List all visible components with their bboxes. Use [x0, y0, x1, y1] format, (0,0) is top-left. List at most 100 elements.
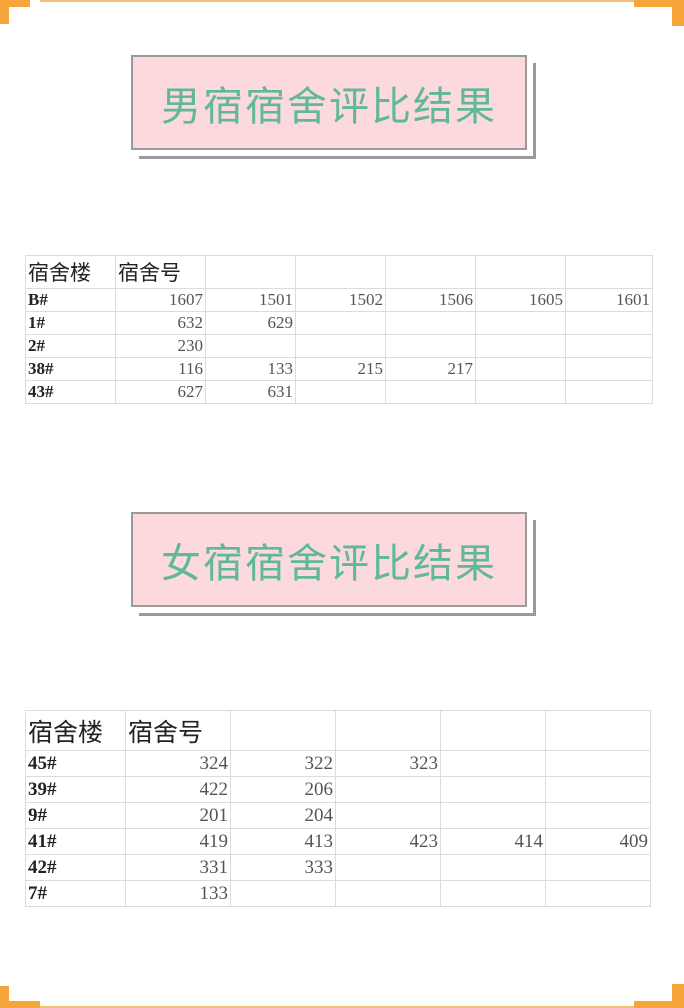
room-cell: 201	[125, 802, 231, 829]
building-cell: 38#	[25, 357, 116, 381]
room-cell: 1506	[385, 288, 476, 312]
header-row: 宿舍楼 宿舍号	[25, 710, 651, 751]
corner-decoration	[634, 1001, 684, 1008]
building-cell: 42#	[25, 854, 126, 881]
empty-cell	[385, 380, 476, 404]
empty-cell	[565, 311, 653, 335]
table-row: 42# 331 333	[25, 854, 651, 881]
room-cell: 133	[205, 357, 296, 381]
room-cell: 423	[335, 828, 441, 855]
title-shadow	[139, 520, 536, 616]
building-cell: 45#	[25, 750, 126, 777]
header-room: 宿舍号	[125, 710, 231, 751]
room-cell: 419	[125, 828, 231, 855]
empty-cell	[295, 311, 386, 335]
empty-cell	[230, 710, 336, 751]
male-title: 男宿宿舍评比结果	[131, 55, 527, 150]
empty-cell	[440, 880, 546, 907]
corner-decoration	[672, 984, 684, 1008]
empty-cell	[545, 880, 651, 907]
empty-cell	[565, 380, 653, 404]
room-cell: 627	[115, 380, 206, 404]
room-cell: 324	[125, 750, 231, 777]
empty-cell	[440, 854, 546, 881]
room-cell: 631	[205, 380, 296, 404]
empty-cell	[335, 854, 441, 881]
corner-decoration	[0, 1001, 40, 1008]
empty-cell	[205, 334, 296, 358]
empty-cell	[545, 750, 651, 777]
room-cell: 1607	[115, 288, 206, 312]
empty-cell	[475, 311, 566, 335]
table-row: 43# 627 631	[25, 380, 653, 404]
empty-cell	[385, 311, 476, 335]
building-cell: 7#	[25, 880, 126, 907]
empty-cell	[545, 854, 651, 881]
room-cell: 333	[230, 854, 336, 881]
corner-decoration	[672, 0, 684, 26]
empty-cell	[440, 776, 546, 803]
table-row: B# 1607 1501 1502 1506 1605 1601	[25, 288, 653, 312]
empty-cell	[475, 380, 566, 404]
empty-cell	[335, 776, 441, 803]
table-row: 38# 116 133 215 217	[25, 357, 653, 381]
table-row: 9# 201 204	[25, 802, 651, 829]
building-cell: 1#	[25, 311, 116, 335]
empty-cell	[565, 357, 653, 381]
building-cell: 2#	[25, 334, 116, 358]
header-row: 宿舍楼 宿舍号	[25, 255, 653, 289]
room-cell: 1601	[565, 288, 653, 312]
room-cell: 204	[230, 802, 336, 829]
empty-cell	[385, 334, 476, 358]
empty-cell	[335, 880, 441, 907]
empty-cell	[565, 255, 653, 289]
corner-decoration	[0, 0, 30, 7]
room-cell: 116	[115, 357, 206, 381]
header-room: 宿舍号	[115, 255, 206, 289]
empty-cell	[475, 357, 566, 381]
empty-cell	[475, 334, 566, 358]
room-cell: 629	[205, 311, 296, 335]
empty-cell	[295, 334, 386, 358]
empty-cell	[565, 334, 653, 358]
female-results-table: 宿舍楼 宿舍号 45# 324 322 323 39# 422 206 9# 201 204 41# 41…	[25, 710, 651, 907]
empty-cell	[205, 255, 296, 289]
room-cell: 632	[115, 311, 206, 335]
corner-decoration	[634, 0, 684, 7]
male-results-table: 宿舍楼 宿舍号 B# 1607 1501 1502 1506 1605 1601 1# 632 629…	[25, 255, 653, 404]
room-cell: 414	[440, 828, 546, 855]
building-cell: 43#	[25, 380, 116, 404]
room-cell: 322	[230, 750, 336, 777]
room-cell: 323	[335, 750, 441, 777]
empty-cell	[385, 255, 476, 289]
room-cell: 133	[125, 880, 231, 907]
header-building: 宿舍楼	[25, 710, 126, 751]
building-cell: 41#	[25, 828, 126, 855]
room-cell: 206	[230, 776, 336, 803]
empty-cell	[545, 776, 651, 803]
table-row: 2# 230	[25, 334, 653, 358]
table-row: 7# 133	[25, 880, 651, 907]
empty-cell	[440, 802, 546, 829]
room-cell: 215	[295, 357, 386, 381]
room-cell: 1502	[295, 288, 386, 312]
empty-cell	[545, 802, 651, 829]
header-building: 宿舍楼	[25, 255, 116, 289]
female-title: 女宿宿舍评比结果	[131, 512, 527, 607]
building-cell: 9#	[25, 802, 126, 829]
empty-cell	[440, 710, 546, 751]
table-row: 1# 632 629	[25, 311, 653, 335]
empty-cell	[545, 710, 651, 751]
room-cell: 422	[125, 776, 231, 803]
title-shadow	[139, 63, 536, 159]
table-row: 41# 419 413 423 414 409	[25, 828, 651, 855]
empty-cell	[335, 802, 441, 829]
corner-decoration	[0, 986, 9, 1008]
room-cell: 1605	[475, 288, 566, 312]
table-row: 45# 324 322 323	[25, 750, 651, 777]
room-cell: 413	[230, 828, 336, 855]
empty-cell	[335, 710, 441, 751]
empty-cell	[440, 750, 546, 777]
room-cell: 230	[115, 334, 206, 358]
room-cell: 409	[545, 828, 651, 855]
